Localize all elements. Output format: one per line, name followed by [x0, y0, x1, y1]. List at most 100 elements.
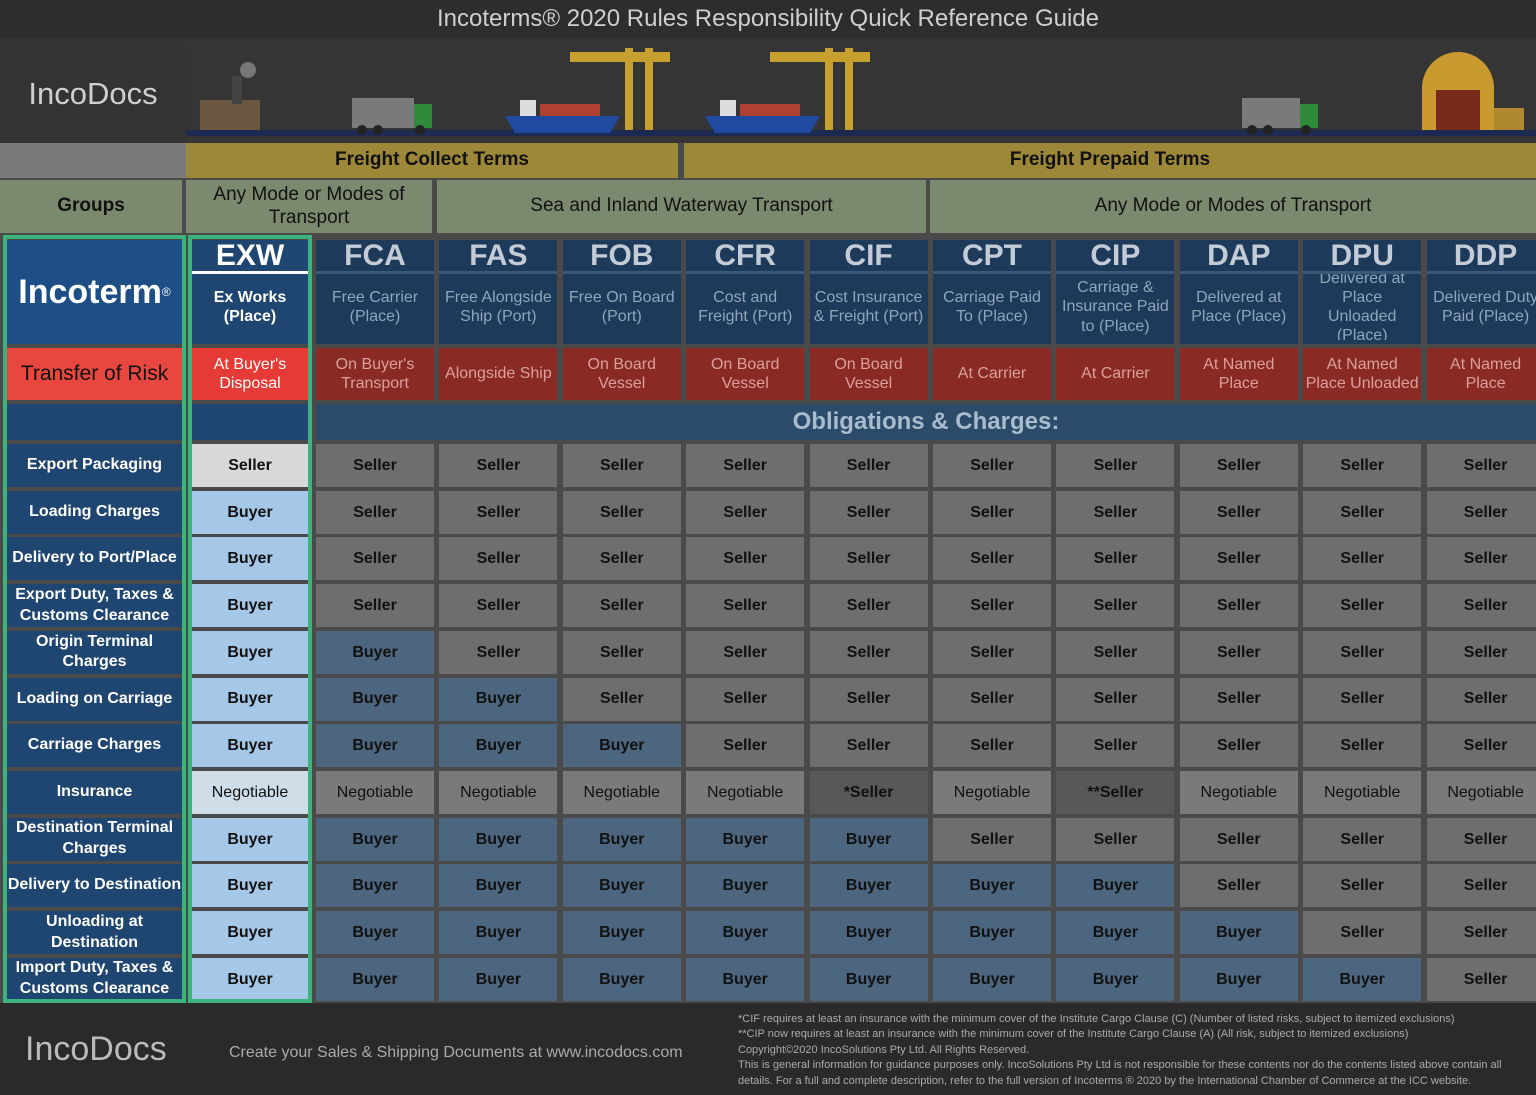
obligation-cell: Buyer [686, 957, 805, 1001]
term-header: CIP Carriage & Insurance Paid to (Place) [1056, 240, 1175, 344]
obligation-cell: Buyer [439, 724, 558, 768]
obligation-cell: Seller [562, 677, 681, 721]
obligation-cell: Seller [1056, 630, 1175, 674]
obligation-cell: Seller [1303, 817, 1422, 861]
term-header: FAS Free Alongside Ship (Port) [439, 240, 558, 344]
row-label: Unloading at Destination [7, 911, 182, 954]
obligation-cell: Seller [1179, 677, 1298, 721]
obligation-cell: Buyer [439, 677, 558, 721]
obligation-cell: Seller [1179, 584, 1298, 628]
obligation-cell: Seller [1426, 537, 1536, 581]
obligation-cell: Seller [1303, 677, 1422, 721]
risk-cell: At Buyer's Disposal [192, 348, 308, 400]
obligation-cell: Buyer [316, 911, 434, 954]
obligation-cell: *Seller [809, 770, 928, 814]
term-code: DAP [1179, 240, 1298, 274]
obligation-cell: Negotiable [1303, 770, 1422, 814]
obligation-cell: Buyer [809, 817, 928, 861]
obligation-cell: Seller [1426, 490, 1536, 534]
term-name: Free Carrier (Place) [331, 288, 419, 325]
obligation-cell: Buyer [562, 817, 681, 861]
obligations-heading: Obligations & Charges: [316, 404, 1536, 440]
row-label: Import Duty, Taxes & Customs Clearance [7, 957, 182, 1001]
risk-label: Transfer of Risk [7, 348, 182, 400]
obligation-cell: Seller [1179, 444, 1298, 487]
obligation-cell: Negotiable [316, 770, 434, 814]
footer-note: This is general information for guidance… [738, 1059, 1502, 1072]
title-bar: Incoterms® 2020 Rules Responsibility Qui… [0, 0, 1536, 38]
obligation-cell: Buyer [192, 864, 308, 908]
obligation-cell: Seller [686, 490, 805, 534]
obligation-cell: Buyer [192, 490, 308, 534]
footer-note: *CIF requires at least an insurance with… [738, 1013, 1455, 1025]
obligation-cell: Seller [933, 817, 1051, 861]
obligation-cell: Seller [1303, 537, 1422, 581]
incoterm-text: Incoterm [18, 272, 162, 311]
obligation-cell: Seller [809, 490, 928, 534]
obligation-cell: Buyer [686, 817, 805, 861]
risk-cell: At Named Place [1179, 348, 1298, 400]
obligation-cell: **Seller [1056, 770, 1175, 814]
obligation-cell: Seller [1426, 817, 1536, 861]
incoterm-label: Incoterm ® [7, 240, 182, 344]
obligation-cell: Seller [933, 444, 1051, 487]
obligation-cell: Seller [1426, 677, 1536, 721]
mode-group: Any Mode or Modes of Transport [930, 180, 1536, 233]
obligation-cell: Seller [809, 444, 928, 487]
obligation-cell: Seller [439, 444, 558, 487]
obligation-cell: Negotiable [1426, 770, 1536, 814]
obligation-cell: Buyer [933, 864, 1051, 908]
obligation-cell: Seller [686, 537, 805, 581]
row-label: Delivery to Port/Place [7, 537, 182, 581]
obligation-cell: Seller [1303, 630, 1422, 674]
term-name: Ex Works (Place) [213, 288, 287, 325]
obligation-cell: Seller [933, 490, 1051, 534]
obligation-cell: Seller [933, 537, 1051, 581]
obligation-cell: Buyer [192, 677, 308, 721]
transport-illustration [0, 38, 1536, 143]
obligation-cell: Buyer [562, 864, 681, 908]
obligation-cell: Buyer [316, 724, 434, 768]
obligation-cell: Buyer [316, 630, 434, 674]
obligation-cell: Seller [1426, 957, 1536, 1001]
obligation-cell: Seller [1426, 864, 1536, 908]
term-name: Cost Insurance & Freight (Port) [813, 288, 924, 325]
obligation-cell: Seller [562, 490, 681, 534]
row-label: Delivery to Destination [7, 864, 182, 908]
risk-cell: On Buyer's Transport [316, 348, 434, 400]
obligation-cell: Seller [1056, 724, 1175, 768]
obligation-cell: Buyer [439, 957, 558, 1001]
obligation-cell: Buyer [316, 677, 434, 721]
term-name: Carriage Paid To (Place) [943, 288, 1041, 325]
term-code: FOB [562, 240, 681, 274]
footer-tagline: Create your Sales & Shipping Documents a… [229, 1044, 683, 1061]
obligation-cell: Buyer [562, 724, 681, 768]
term-header: CFR Cost and Freight (Port) [686, 240, 805, 344]
logo-box: IncoDocs [0, 45, 186, 143]
term-name: Free Alongside Ship (Port) [445, 288, 552, 325]
obligation-cell: Seller [1056, 677, 1175, 721]
term-code: CFR [686, 240, 805, 274]
term-header: FOB Free On Board (Port) [562, 240, 681, 344]
obligation-cell: Buyer [1303, 957, 1422, 1001]
row-label: Export Duty, Taxes & Customs Clearance [7, 584, 182, 628]
obligation-cell: Seller [1056, 817, 1175, 861]
term-name: Delivered at Place Unloaded (Place) [1319, 274, 1405, 340]
obligation-cell: Seller [1056, 444, 1175, 487]
obligation-cell: Seller [1179, 864, 1298, 908]
footer: IncoDocs Create your Sales & Shipping Do… [0, 1003, 1536, 1095]
highlight-frame [188, 235, 312, 1003]
term-code: EXW [192, 240, 308, 274]
footer-logo: IncoDocs [25, 1030, 167, 1068]
term-code: CIP [1056, 240, 1175, 274]
risk-cell: On Board Vessel [686, 348, 805, 400]
term-header: EXW Ex Works (Place) [192, 240, 308, 344]
obligation-cell: Negotiable [686, 770, 805, 814]
row-label: Origin Terminal Charges [7, 630, 182, 674]
risk-cell: On Board Vessel [562, 348, 681, 400]
term-name: Delivered at Place (Place) [1191, 288, 1287, 325]
term-header: DDP Delivered Duty Paid (Place) [1426, 240, 1536, 344]
obligation-cell: Seller [933, 724, 1051, 768]
obligation-cell: Seller [933, 677, 1051, 721]
